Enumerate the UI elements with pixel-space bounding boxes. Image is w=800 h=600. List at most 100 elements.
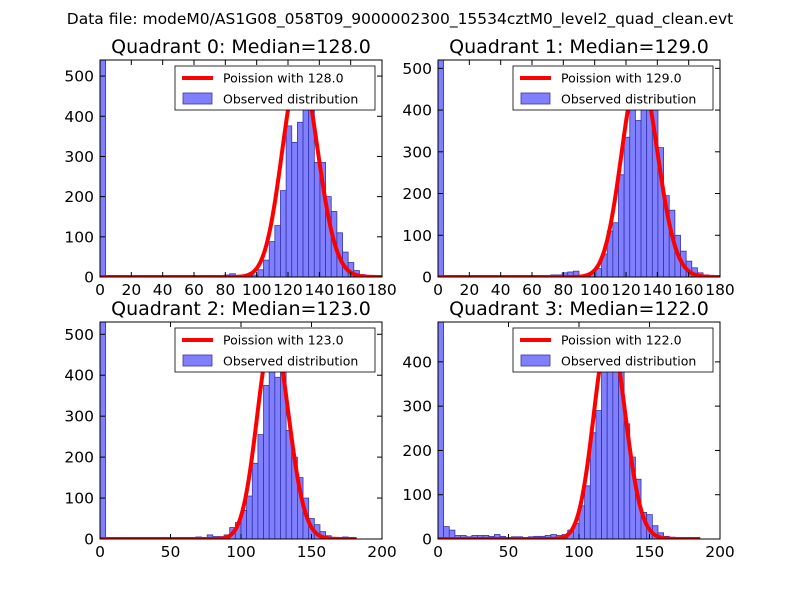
legend-bar-label: Observed distribution <box>561 354 696 369</box>
figure-suptitle: Data file: modeM0/AS1G08_058T09_90000023… <box>67 10 733 29</box>
poisson-curve <box>100 332 358 539</box>
y-tick-label: 300 <box>64 148 94 166</box>
x-tick-label: 80 <box>215 281 235 299</box>
y-tick-label: 400 <box>402 102 432 120</box>
poisson-curve <box>438 328 701 539</box>
legend-bar-label: Observed distribution <box>223 354 358 369</box>
y-tick-label: 500 <box>64 326 94 344</box>
legend: Poission with 123.0 Observed distribution <box>174 327 376 373</box>
x-tick-label: 80 <box>553 281 573 299</box>
x-tick-label: 40 <box>153 281 173 299</box>
histogram-bar <box>612 354 619 539</box>
histogram-bar <box>438 60 445 277</box>
x-tick-label: 100 <box>580 281 610 299</box>
axes-frame <box>99 59 383 278</box>
y-tick-label: 100 <box>64 490 94 508</box>
histogram-bar <box>595 410 602 539</box>
histogram-bar <box>584 485 591 539</box>
x-tick-label: 20 <box>121 281 141 299</box>
x-tick-label: 50 <box>161 543 181 561</box>
histogram-bar <box>291 141 298 277</box>
x-tick-label: 140 <box>305 281 335 299</box>
x-tick-label: 0 <box>95 543 105 561</box>
x-tick-label: 160 <box>336 281 366 299</box>
histogram-bar <box>313 162 321 277</box>
subplot-title: Quadrant 0: Median=128.0 <box>111 36 371 58</box>
x-tick-label: 150 <box>297 543 327 561</box>
legend-curve-label: Poission with 123.0 <box>223 333 344 348</box>
y-tick-label: 100 <box>64 228 94 246</box>
subplot-title: Quadrant 2: Median=123.0 <box>111 298 371 320</box>
subplot-title: Quadrant 1: Median=129.0 <box>449 36 709 58</box>
y-tick-label: 100 <box>402 486 432 504</box>
histogram-bar <box>296 121 304 277</box>
legend-bar-swatch <box>520 92 551 105</box>
histogram-bar <box>280 190 287 277</box>
x-tick-label: 0 <box>433 281 443 299</box>
x-tick-label: 100 <box>564 543 594 561</box>
histogram-bar <box>623 136 631 277</box>
y-tick-label: 100 <box>402 227 432 245</box>
x-tick-label: 20 <box>459 281 479 299</box>
x-tick-label: 40 <box>491 281 511 299</box>
legend-bar-swatch <box>520 354 551 367</box>
histogram-bar <box>274 376 281 539</box>
x-tick-label: 120 <box>611 281 641 299</box>
subplot-quadrant-2: Quadrant 2: Median=123.0 0 50 100 150 200 0 100… <box>64 298 396 561</box>
x-tick-label: 0 <box>433 543 443 561</box>
legend: Poission with 128.0 Observed distribution <box>174 65 376 111</box>
histogram-bar <box>448 529 456 539</box>
histogram-bar <box>635 120 642 277</box>
subplot-title: Quadrant 3: Median=122.0 <box>449 298 709 320</box>
histogram-bar <box>251 462 259 539</box>
histogram-bar <box>629 90 636 277</box>
subplot-grid: Quadrant 0: Median=128.00 20 40 60 80 100 120 1… <box>64 36 734 561</box>
y-tick-label: 0 <box>84 531 94 549</box>
x-tick-label: 60 <box>184 281 204 299</box>
x-tick-label: 0 <box>95 281 105 299</box>
legend-bar-label: Observed distribution <box>561 92 696 107</box>
y-tick-label: 400 <box>402 353 432 371</box>
x-tick-label: 180 <box>705 281 735 299</box>
subplot-quadrant-0: Quadrant 0: Median=128.00 20 40 60 80 100 120 1… <box>64 36 396 299</box>
y-tick-label: 400 <box>64 108 94 126</box>
y-tick-label: 400 <box>64 367 94 385</box>
histogram-bar <box>100 322 107 539</box>
legend-curve-label: Poission with 128.0 <box>223 71 344 86</box>
histogram-bar <box>612 222 619 277</box>
legend-bar-swatch <box>182 354 213 367</box>
subplot-quadrant-1: Quadrant 1: Median=129.00 20 40 60 80 100 120 1… <box>402 36 734 299</box>
histogram-bar <box>274 225 281 277</box>
y-tick-label: 500 <box>402 60 432 78</box>
histogram-bar <box>263 385 270 539</box>
x-tick-label: 140 <box>643 281 673 299</box>
legend: Poission with 129.0 Observed distribution <box>512 65 714 111</box>
histogram-bar <box>100 60 107 277</box>
histogram-bar <box>257 434 264 539</box>
histogram-bar <box>646 101 653 277</box>
x-tick-label: 160 <box>674 281 704 299</box>
x-tick-label: 120 <box>273 281 303 299</box>
x-tick-label: 100 <box>226 543 256 561</box>
x-tick-label: 150 <box>635 543 665 561</box>
axes-frame <box>437 59 721 278</box>
y-tick-label: 200 <box>64 188 94 206</box>
legend-curve-label: Poission with 122.0 <box>561 333 682 348</box>
y-tick-label: 0 <box>422 531 432 549</box>
subplot-quadrant-3: Quadrant 3: Median=122.0 0 50 100 150 200 0 100… <box>402 298 734 561</box>
y-tick-label: 200 <box>402 442 432 460</box>
legend-curve-label: Poission with 129.0 <box>561 71 682 86</box>
y-tick-label: 500 <box>64 68 94 86</box>
x-tick-label: 60 <box>522 281 542 299</box>
histogram-bar <box>257 269 264 277</box>
y-tick-label: 300 <box>64 408 94 426</box>
histogram-bar <box>285 125 293 277</box>
histogram-bar <box>268 241 276 277</box>
histogram-bar <box>438 322 445 539</box>
x-tick-label: 200 <box>367 543 397 561</box>
x-tick-label: 180 <box>367 281 397 299</box>
histogram-bar <box>606 368 614 539</box>
x-tick-label: 100 <box>242 281 272 299</box>
legend-bar-label: Observed distribution <box>223 92 358 107</box>
histogram-bar <box>268 370 276 539</box>
